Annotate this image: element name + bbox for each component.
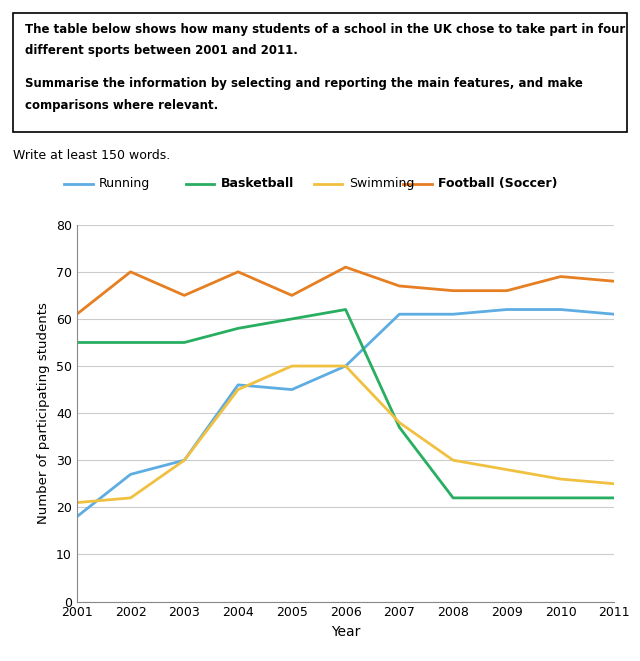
Text: Running: Running bbox=[99, 177, 150, 190]
Text: The table below shows how many students of a school in the UK chose to take part: The table below shows how many students … bbox=[25, 22, 625, 36]
Text: Write at least 150 words.: Write at least 150 words. bbox=[13, 149, 170, 162]
Text: Swimming: Swimming bbox=[349, 177, 414, 190]
Text: different sports between 2001 and 2011.: different sports between 2001 and 2011. bbox=[25, 44, 298, 57]
Text: comparisons where relevant.: comparisons where relevant. bbox=[25, 99, 218, 112]
FancyBboxPatch shape bbox=[13, 13, 627, 132]
Text: Football (Soccer): Football (Soccer) bbox=[438, 177, 558, 190]
Y-axis label: Number of participating students: Number of participating students bbox=[37, 302, 51, 524]
Text: Basketball: Basketball bbox=[221, 177, 294, 190]
Text: Summarise the information by selecting and reporting the main features, and make: Summarise the information by selecting a… bbox=[25, 77, 583, 91]
X-axis label: Year: Year bbox=[331, 625, 360, 639]
